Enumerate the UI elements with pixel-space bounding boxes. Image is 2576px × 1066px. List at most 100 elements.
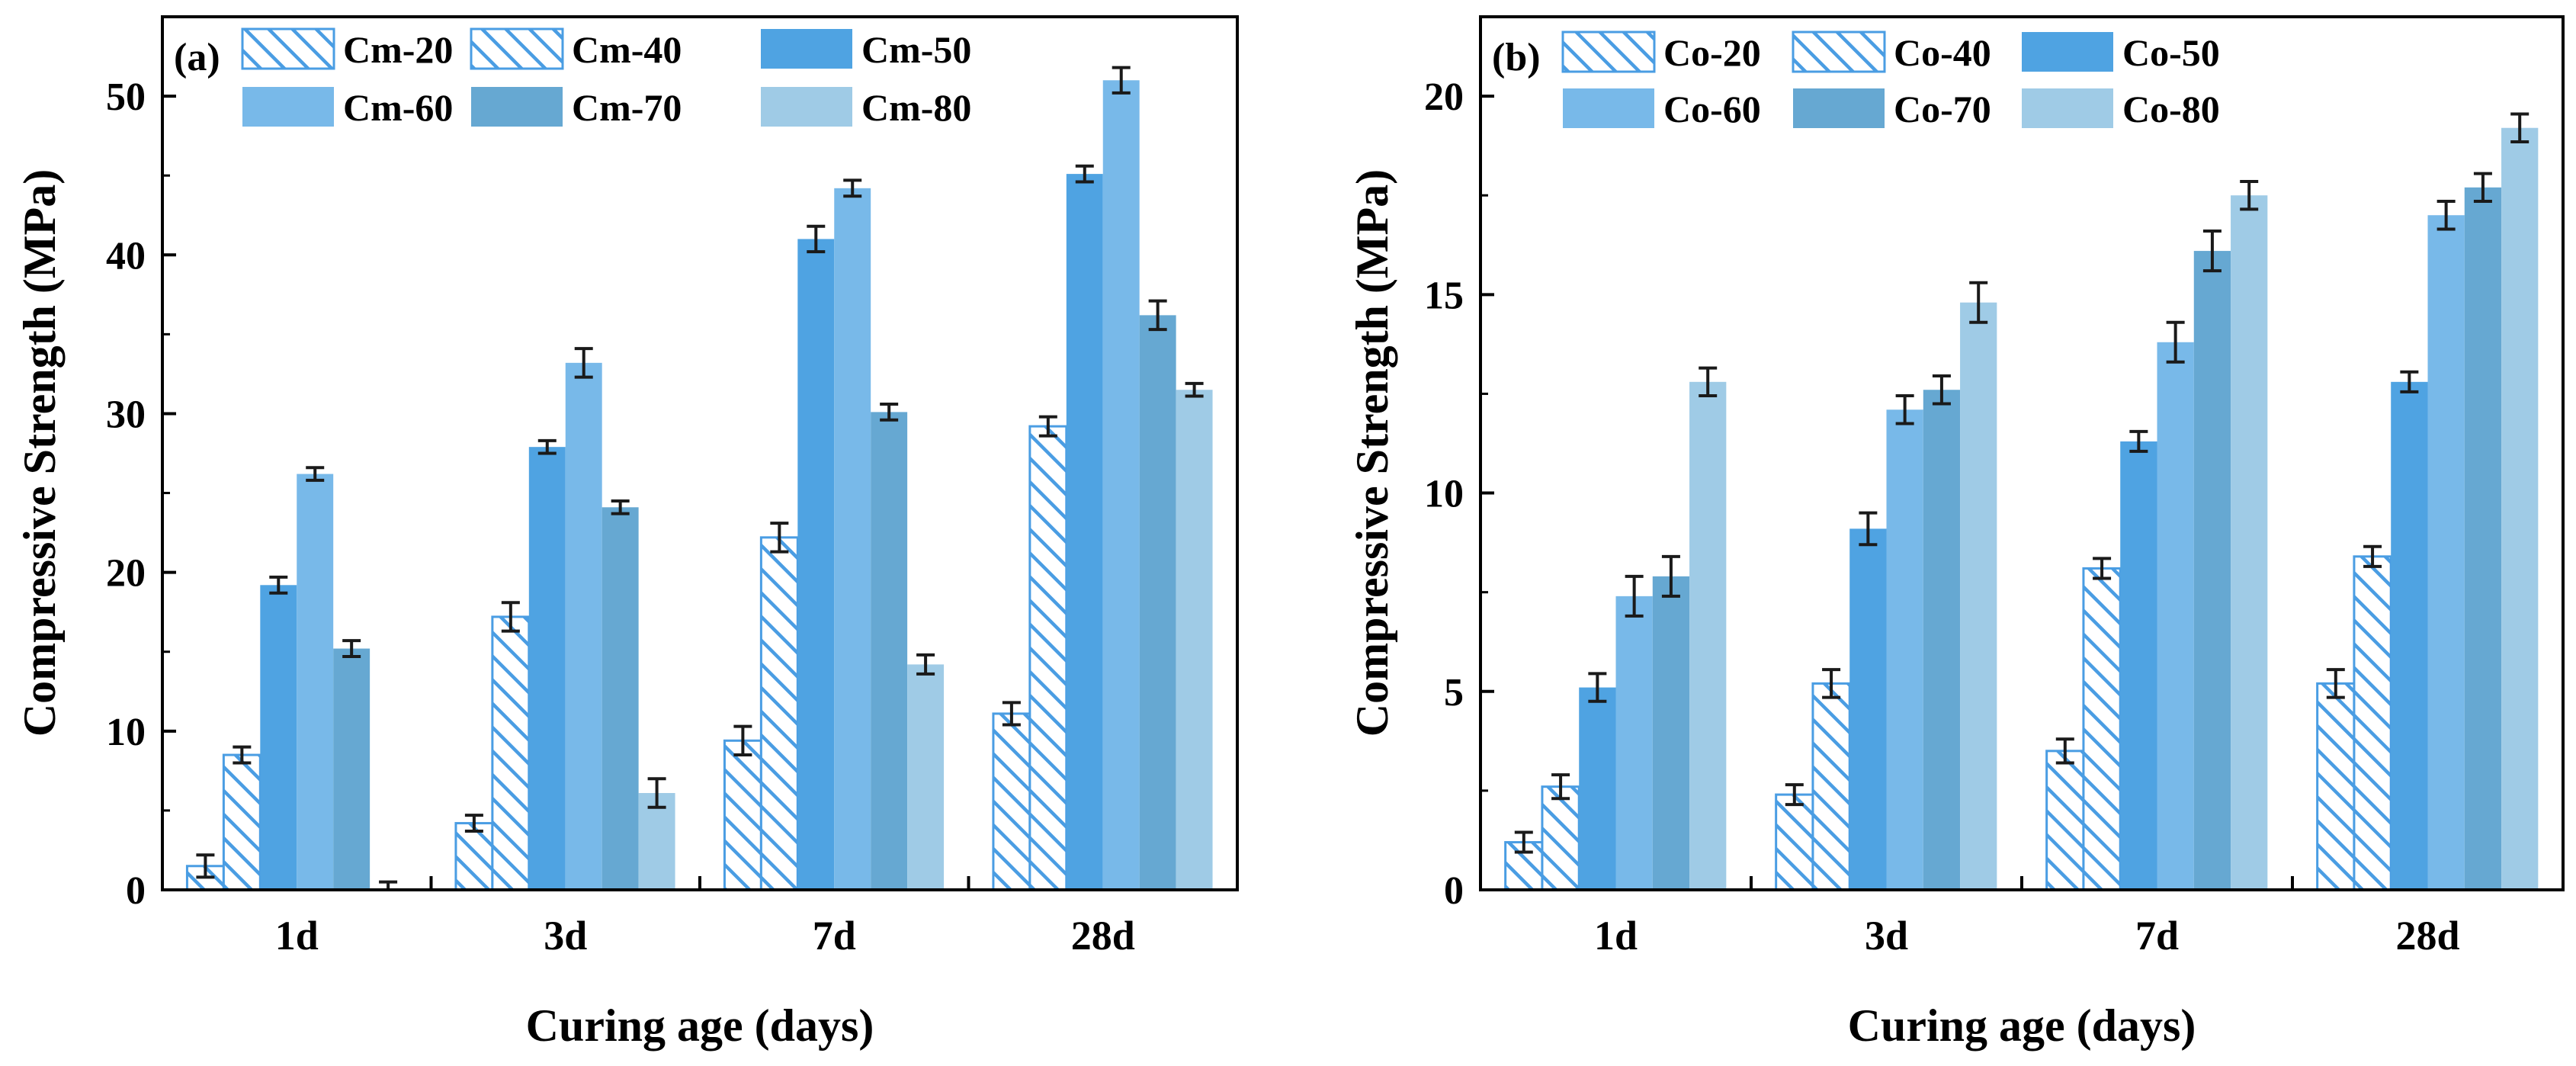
bar-co-80-3d <box>1960 302 1997 890</box>
bar-cm-70-7d <box>871 412 908 890</box>
legend-item-co-60: Co-60 <box>1563 88 1761 130</box>
legend-swatch <box>242 87 334 127</box>
bar-co-80-7d <box>2231 195 2268 890</box>
bar-co-20-28d <box>2316 682 2356 891</box>
legend-swatch <box>470 27 564 70</box>
error-bar-co-40-7d <box>2093 557 2112 580</box>
y-tick-label: 30 <box>106 393 146 436</box>
x-tick-label: 7d <box>2135 913 2179 958</box>
error-bar-co-20-7d <box>2055 737 2074 765</box>
error-bar-co-70-3d <box>1932 374 1951 406</box>
error-bar-cm-20-28d <box>1002 701 1021 727</box>
legend-swatch <box>1792 31 1886 73</box>
bar-co-80-28d <box>2501 127 2539 890</box>
bar-cm-40-7d <box>759 536 799 891</box>
y-tick-label: 20 <box>106 552 146 596</box>
x-tick-label: 1d <box>275 913 319 958</box>
x-tick-label: 3d <box>544 913 587 958</box>
error-bar-cm-20-7d <box>733 724 752 757</box>
bar-co-70-1d <box>1652 576 1690 890</box>
error-bar-cm-70-28d <box>1148 299 1167 332</box>
error-bar-co-60-7d <box>2166 320 2185 364</box>
bar-cm-60-28d <box>1102 80 1140 891</box>
y-tick-label: 10 <box>1424 473 1464 516</box>
error-bar-co-80-3d <box>1969 281 1988 324</box>
legend-swatch <box>241 27 335 70</box>
error-bar-cm-40-7d <box>770 522 789 554</box>
error-bar-co-60-3d <box>1895 394 1914 425</box>
bar-co-50-28d <box>2391 381 2428 890</box>
y-tick-label: 5 <box>1444 671 1464 714</box>
bar-co-70-3d <box>1923 390 1961 890</box>
legend-swatch <box>471 87 563 127</box>
error-bar-cm-70-1d <box>342 639 361 658</box>
bar-cm-60-1d <box>297 474 334 890</box>
error-bar-cm-20-1d <box>196 853 215 879</box>
error-bar-cm-40-3d <box>501 601 520 633</box>
bar-cm-70-28d <box>1139 315 1176 890</box>
error-bar-cm-60-7d <box>843 178 862 198</box>
legend-label: Cm-70 <box>572 86 682 129</box>
bar-cm-20-7d <box>723 739 762 891</box>
bar-co-40-7d <box>2082 567 2122 891</box>
legend-a: Cm-20 Cm-40 Cm-50 Cm-60 Cm-70 Cm-80 <box>241 27 971 129</box>
legend-item-cm-20: Cm-20 <box>241 27 453 71</box>
error-bar-co-50-7d <box>2129 429 2148 453</box>
bar-co-70-28d <box>2464 187 2502 890</box>
bar-co-60-3d <box>1886 409 1923 890</box>
y-ticks-b: 0 5 10 15 20 <box>1424 75 1494 913</box>
legend-swatch <box>1793 88 1885 128</box>
bar-co-40-3d <box>1811 682 1851 891</box>
x-ticks-b: 1d 3d 7d 28d <box>1594 876 2460 958</box>
error-bar-cm-40-1d <box>233 745 252 765</box>
error-bar-co-70-1d <box>1661 554 1680 598</box>
error-bar-cm-70-3d <box>611 499 630 515</box>
error-bar-cm-40-28d <box>1038 415 1057 438</box>
x-ticks-a: 1d 3d 7d 28d <box>275 876 1135 958</box>
y-tick-label: 0 <box>126 869 146 913</box>
legend-item-cm-60: Cm-60 <box>242 86 453 129</box>
error-bar-co-20-28d <box>2326 668 2345 699</box>
bar-cm-50-3d <box>528 447 566 890</box>
y-tick-label: 15 <box>1424 274 1464 317</box>
error-bar-co-50-28d <box>2400 370 2419 393</box>
legend-label: Co-60 <box>1663 88 1761 130</box>
error-bar-cm-70-7d <box>880 402 899 422</box>
legend-label: Co-20 <box>1663 31 1761 74</box>
x-tick-label: 3d <box>1865 913 1908 958</box>
x-tick-label: 1d <box>1594 913 1638 958</box>
error-bar-co-60-1d <box>1625 574 1644 618</box>
bar-co-80-1d <box>1689 381 1727 890</box>
panel-label-a: (a) <box>174 36 220 79</box>
legend-item-cm-80: Cm-80 <box>761 86 971 129</box>
y-axis-title-b: Compressive Strength (MPa) <box>1347 169 1397 737</box>
error-bar-co-70-7d <box>2202 230 2222 273</box>
bar-cm-80-7d <box>907 664 945 890</box>
bar-cm-80-3d <box>638 793 675 890</box>
y-tick-label: 40 <box>106 234 146 278</box>
error-bar-co-80-1d <box>1699 366 1718 398</box>
bar-cm-50-7d <box>797 239 835 890</box>
legend-label: Cm-40 <box>572 28 682 71</box>
error-bar-co-40-3d <box>1822 668 1841 699</box>
error-bar-co-40-28d <box>2363 544 2382 568</box>
error-bar-cm-80-7d <box>916 653 935 676</box>
legend-b: Co-20 Co-40 Co-50 Co-60 Co-70 Co-80 <box>1561 31 2220 130</box>
error-bar-cm-20-3d <box>464 814 483 833</box>
legend-item-cm-50: Cm-50 <box>761 28 971 71</box>
legend-label: Co-80 <box>2122 88 2220 130</box>
legend-swatch <box>1561 31 1656 73</box>
legend-label: Cm-80 <box>861 86 971 129</box>
bar-cm-60-3d <box>565 362 602 890</box>
error-bar-co-70-28d <box>2473 172 2492 204</box>
legend-item-co-80: Co-80 <box>2022 88 2220 130</box>
error-bar-cm-60-1d <box>306 466 325 482</box>
legend-item-co-20: Co-20 <box>1561 31 1761 74</box>
bar-cm-60-7d <box>834 188 871 890</box>
error-bar-cm-50-7d <box>807 224 826 254</box>
legend-item-co-50: Co-50 <box>2022 31 2220 74</box>
y-tick-label: 0 <box>1444 869 1464 913</box>
error-bar-co-50-3d <box>1859 511 1878 547</box>
